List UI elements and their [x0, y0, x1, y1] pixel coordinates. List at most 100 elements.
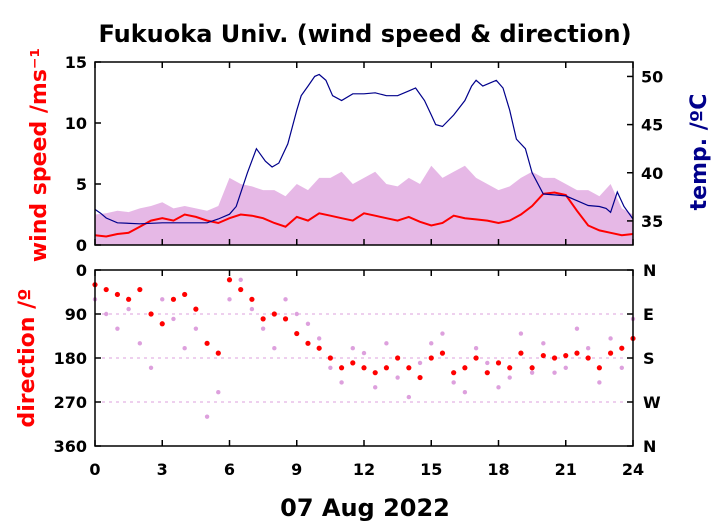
- mean-direction-point: [428, 355, 434, 361]
- wind-direction-panel: 0 N 90 E 180 S 270 W 360 N direction /º: [15, 261, 661, 456]
- direction-tick-label: 270: [54, 393, 87, 412]
- mean-direction-point: [507, 365, 513, 371]
- instant-direction-point: [597, 380, 602, 385]
- mean-direction-point: [316, 345, 322, 351]
- mean-direction-point: [551, 355, 558, 361]
- mean-direction-point: [383, 365, 390, 371]
- instant-direction-point: [373, 385, 378, 390]
- x-tick-label: 24: [622, 460, 644, 479]
- instant-direction-point: [574, 326, 580, 331]
- mean-direction-point: [193, 306, 199, 312]
- mean-direction-point: [417, 374, 423, 381]
- x-tick-label: 12: [353, 460, 375, 479]
- mean-direction-point: [137, 286, 143, 293]
- direction-tick-label: 0: [76, 261, 87, 280]
- instant-direction-point: [193, 326, 199, 331]
- mean-direction-point: [215, 350, 221, 356]
- instant-direction-point: [238, 277, 243, 282]
- mean-direction-point: [395, 355, 401, 361]
- mean-direction-point: [462, 365, 468, 371]
- instant-direction-series: [92, 277, 636, 419]
- instant-direction-point: [104, 311, 109, 317]
- compass-tick-label: W: [643, 393, 661, 412]
- x-tick-label: 6: [224, 460, 235, 479]
- right-tick-label: 45: [641, 116, 663, 135]
- mean-direction-point: [170, 296, 177, 302]
- instant-direction-point: [608, 336, 613, 341]
- instant-direction-point: [339, 380, 344, 385]
- mean-direction-point: [338, 365, 345, 371]
- instant-direction-point: [305, 321, 311, 326]
- instant-direction-point: [249, 306, 255, 312]
- mean-direction-point: [238, 286, 244, 293]
- mean-direction-point: [585, 355, 591, 361]
- x-tick-label: 9: [291, 460, 302, 479]
- temperature-line: [94, 73, 634, 225]
- mean-direction-point: [518, 350, 524, 356]
- instant-direction-point: [182, 346, 187, 351]
- instant-direction-point: [160, 297, 165, 302]
- left-tick-label: 0: [76, 236, 87, 255]
- instant-direction-point: [283, 297, 288, 302]
- instant-direction-point: [440, 331, 445, 336]
- mean-direction-point: [294, 330, 300, 337]
- gust-area: [95, 165, 633, 245]
- mean-direction-point: [260, 316, 266, 322]
- x-tick-label: 18: [487, 460, 509, 479]
- wind-speed-axis-label: wind speed /ms⁻¹: [27, 48, 52, 262]
- mean-direction-point: [305, 340, 311, 346]
- gust-series: [95, 165, 633, 245]
- instant-direction-point: [473, 346, 479, 351]
- x-tick-label: 0: [89, 460, 100, 479]
- instant-direction-point: [227, 297, 232, 302]
- mean-direction-point: [204, 340, 210, 346]
- direction-tick-label: 180: [54, 349, 87, 368]
- instant-direction-point: [619, 365, 624, 370]
- x-axis-ticks: 0 3 6 9 12 15 18 21 24: [89, 270, 644, 479]
- instant-direction-point: [204, 414, 210, 419]
- mean-direction-point: [406, 365, 412, 371]
- mean-direction-point: [495, 360, 502, 366]
- instant-direction-point: [260, 326, 266, 331]
- x-tick-label: 3: [157, 460, 168, 479]
- x-axis-label: 07 Aug 2022: [280, 494, 450, 522]
- temperature-series: [94, 73, 634, 225]
- mean-direction-point: [439, 350, 446, 356]
- top-axis-ticks: 0 5 10 15 35 40 45 50: [65, 53, 664, 255]
- mean-direction-point: [103, 286, 109, 293]
- direction-axis-label: direction /º: [15, 288, 40, 427]
- direction-tick-label: 90: [65, 305, 87, 324]
- instant-direction-point: [294, 311, 299, 317]
- instant-direction-point: [148, 365, 154, 370]
- instant-direction-point: [350, 346, 355, 351]
- compass-tick-label: E: [643, 305, 654, 324]
- right-tick-label: 40: [641, 164, 663, 183]
- mean-direction-point: [226, 277, 233, 283]
- instant-direction-point: [417, 360, 423, 366]
- instant-direction-point: [563, 365, 568, 370]
- mean-direction-point: [540, 352, 546, 359]
- instant-direction-point: [541, 341, 546, 346]
- right-tick-label: 35: [641, 212, 663, 231]
- bottom-axis-ticks: 0 N 90 E 180 S 270 W 360 N: [54, 261, 661, 456]
- mean-direction-point: [619, 345, 625, 351]
- instant-direction-point: [384, 341, 389, 346]
- mean-direction-point: [596, 365, 602, 371]
- right-tick-label: 50: [641, 67, 663, 86]
- left-tick-label: 10: [65, 114, 87, 133]
- instant-direction-point: [485, 360, 490, 366]
- instant-direction-point: [316, 336, 322, 341]
- instant-direction-point: [361, 350, 367, 356]
- instant-direction-point: [462, 390, 468, 395]
- mean-direction-point: [350, 360, 356, 366]
- mean-direction-point: [361, 365, 367, 371]
- mean-direction-point: [114, 291, 121, 298]
- instant-direction-point: [115, 326, 120, 331]
- mean-direction-point: [126, 296, 132, 302]
- instant-direction-point: [496, 385, 501, 390]
- instant-direction-point: [328, 365, 333, 370]
- instant-direction-point: [137, 341, 143, 346]
- instant-direction-point: [272, 346, 277, 351]
- compass-tick-label: S: [643, 349, 655, 368]
